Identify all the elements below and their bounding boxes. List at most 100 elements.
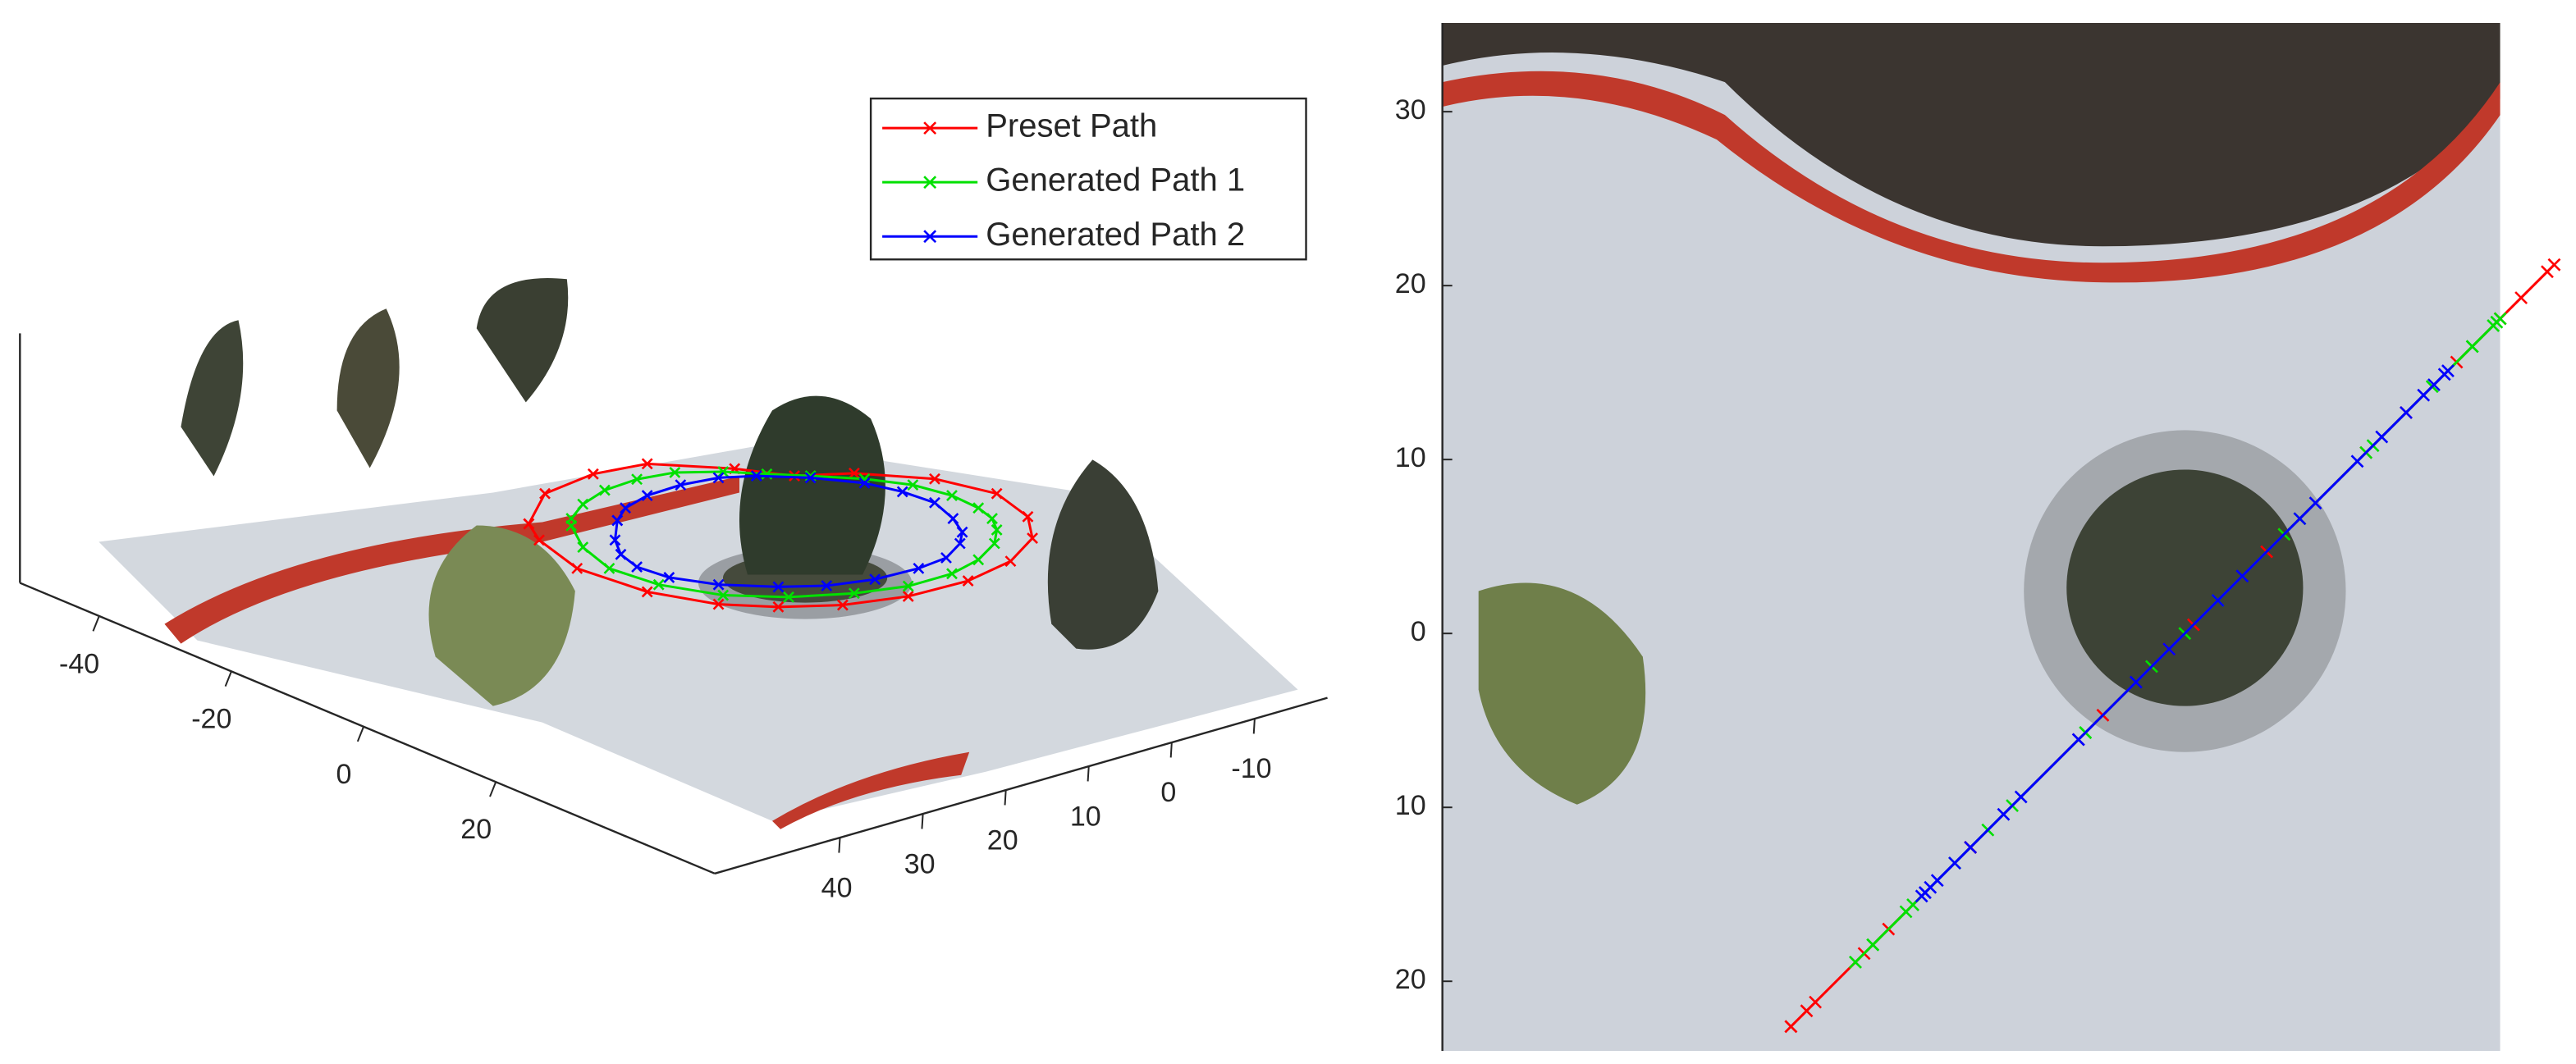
path-marker (2162, 642, 2176, 656)
path-marker (946, 568, 958, 580)
path-marker (956, 526, 968, 538)
path-marker (929, 473, 940, 485)
path-marker (533, 534, 545, 546)
y3d-tick-label: 10 (1070, 801, 1101, 832)
path-marker (2014, 790, 2028, 804)
path-marker (1022, 510, 1034, 523)
path-marker (836, 599, 849, 611)
path-marker (523, 518, 535, 530)
x3d-tick-label: -40 (59, 648, 99, 679)
x3d-tick-label: -20 (191, 704, 231, 735)
path-marker (2400, 405, 2413, 419)
path-line-3d (613, 474, 964, 588)
path-marker (675, 479, 687, 491)
path-marker (615, 548, 627, 560)
path-marker (2417, 388, 2431, 402)
y3d-tick (1169, 742, 1173, 758)
path-marker (1866, 938, 1880, 952)
path-marker (783, 591, 794, 603)
path-marker (2427, 378, 2441, 391)
path-marker (712, 578, 725, 591)
path-marker (641, 490, 653, 501)
path-marker (2375, 430, 2389, 444)
x3d-tick-label: 20 (460, 814, 492, 845)
path-marker (946, 490, 958, 501)
path-marker (577, 541, 589, 554)
path-marker (571, 562, 583, 574)
legend: Preset Path Generated Path 1 Generated P… (869, 97, 1307, 261)
path-marker (641, 586, 653, 598)
path-marker (2308, 496, 2322, 510)
path-marker (972, 554, 985, 566)
path-marker (2071, 733, 2085, 747)
path-marker (603, 562, 615, 574)
path-marker (539, 487, 551, 500)
y3d-tick-label: 30 (904, 848, 936, 879)
y-tick-label: 20 (1395, 964, 1426, 995)
path-marker (972, 502, 985, 514)
point-cloud-top (1442, 23, 2501, 1051)
path-marker (848, 587, 860, 600)
path-marker (611, 514, 624, 527)
path-marker (954, 537, 966, 550)
path-marker (2490, 315, 2504, 329)
path-marker (902, 580, 914, 592)
path-marker (631, 561, 643, 573)
path-marker (923, 176, 937, 190)
path-marker (2235, 569, 2249, 583)
path-marker (598, 484, 611, 496)
path-marker (858, 477, 871, 489)
point-cloud-3d (19, 278, 1328, 874)
y3d-tick (838, 837, 841, 853)
x3d-tick (356, 726, 364, 742)
path-marker (652, 578, 665, 591)
path-marker (717, 589, 730, 601)
x3d-tick (92, 616, 100, 632)
path-marker (2514, 291, 2528, 304)
legend-label: Preset Path (986, 108, 1157, 144)
path-marker (907, 479, 919, 491)
path-marker (821, 580, 833, 591)
path-marker (929, 496, 940, 509)
path-marker (620, 502, 632, 514)
path-marker (2350, 454, 2364, 468)
path-marker (669, 467, 681, 478)
path-marker (663, 571, 675, 583)
path-marker (896, 486, 908, 498)
path-marker (1027, 532, 1038, 544)
path-marker (641, 458, 653, 470)
path-marker (1948, 856, 1961, 870)
path-marker (2129, 675, 2143, 689)
path-marker (923, 121, 937, 135)
path-marker (587, 468, 599, 480)
path-marker (1964, 841, 1978, 854)
path-marker (1004, 555, 1017, 568)
path-marker (1800, 1004, 1814, 1018)
y3d-tick-label: 0 (1160, 777, 1176, 808)
x3d-tick-label: 0 (336, 759, 352, 790)
path-marker (902, 591, 914, 602)
legend-label: Generated Path 1 (986, 162, 1245, 199)
path-marker (1918, 886, 1932, 899)
path-marker (869, 573, 881, 586)
path-marker (848, 467, 860, 479)
path-marker (750, 470, 762, 482)
path-marker (609, 534, 621, 546)
y3d-tick (1087, 765, 1090, 782)
path-marker (940, 552, 952, 564)
path-marker (712, 598, 725, 610)
path-marker (631, 473, 643, 486)
x3d-tick (224, 671, 232, 687)
y3d-tick (1252, 718, 1256, 734)
y3d-tick-label: 20 (987, 824, 1018, 856)
path-marker (2547, 258, 2561, 272)
y3d-tick-label: -10 (1231, 753, 1271, 784)
path-marker (923, 230, 937, 244)
path-marker (712, 472, 725, 484)
legend-label: Generated Path 2 (986, 217, 1245, 253)
y-tick-label: 10 (1395, 442, 1426, 473)
path-marker (577, 498, 589, 510)
y3d-tick-label: 40 (821, 872, 853, 903)
y3d-tick (1004, 789, 1007, 806)
